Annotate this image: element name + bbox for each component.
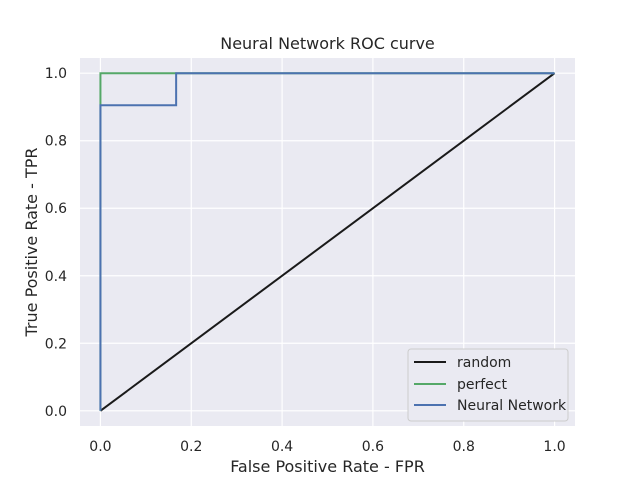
legend: random perfect Neural Network xyxy=(407,348,569,422)
x-tick-label: 0.0 xyxy=(89,439,111,455)
series-line-neural-network xyxy=(99,72,555,411)
x-axis-label: False Positive Rate - FPR xyxy=(230,457,425,476)
y-tick-labels: 0.0 0.2 0.4 0.6 0.8 1.0 xyxy=(45,66,67,420)
y-tick-label: 0.0 xyxy=(45,404,67,420)
x-tick-label: 0.6 xyxy=(362,439,384,455)
x-tick-label: 0.8 xyxy=(453,439,475,455)
x-tick-labels: 0.0 0.2 0.4 0.6 0.8 1.0 xyxy=(89,439,565,455)
x-tick-label: 1.0 xyxy=(543,439,565,455)
y-tick-label: 0.6 xyxy=(45,201,67,217)
legend-label-perfect: perfect xyxy=(457,377,507,393)
series-line-random xyxy=(99,72,556,412)
x-tick-label: 0.2 xyxy=(180,439,202,455)
y-tick-label: 0.8 xyxy=(45,134,67,150)
x-tick-label: 0.4 xyxy=(271,439,293,455)
legend-frame xyxy=(407,348,569,422)
y-tick-label: 0.2 xyxy=(45,336,67,352)
legend-label-random: random xyxy=(457,355,511,371)
series-layer xyxy=(99,72,556,412)
grid xyxy=(80,58,575,426)
y-tick-label: 0.4 xyxy=(45,269,67,285)
y-tick-label: 1.0 xyxy=(45,66,67,82)
y-axis-label: True Positive Rate - TPR xyxy=(22,147,41,337)
legend-label-neural-network: Neural Network xyxy=(457,398,567,414)
chart-title: Neural Network ROC curve xyxy=(220,34,435,53)
